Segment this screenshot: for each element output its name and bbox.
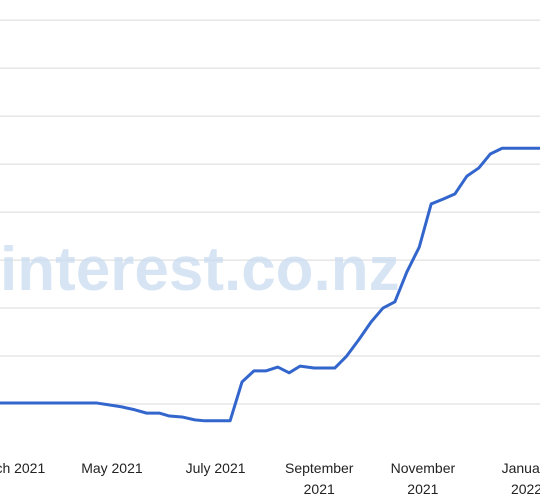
watermark: interest.co.nz <box>0 235 400 304</box>
x-tick-label: January2022 <box>502 460 540 497</box>
x-tick-label: July 2021 <box>186 460 246 476</box>
grid <box>0 19 540 405</box>
x-tick-label: March 2021 <box>0 460 45 476</box>
x-tick-label: May 2021 <box>81 460 143 476</box>
x-tick-label: November 2021 <box>391 460 456 497</box>
x-tick-label: September 2021 <box>285 460 354 497</box>
data-line <box>0 146 540 423</box>
